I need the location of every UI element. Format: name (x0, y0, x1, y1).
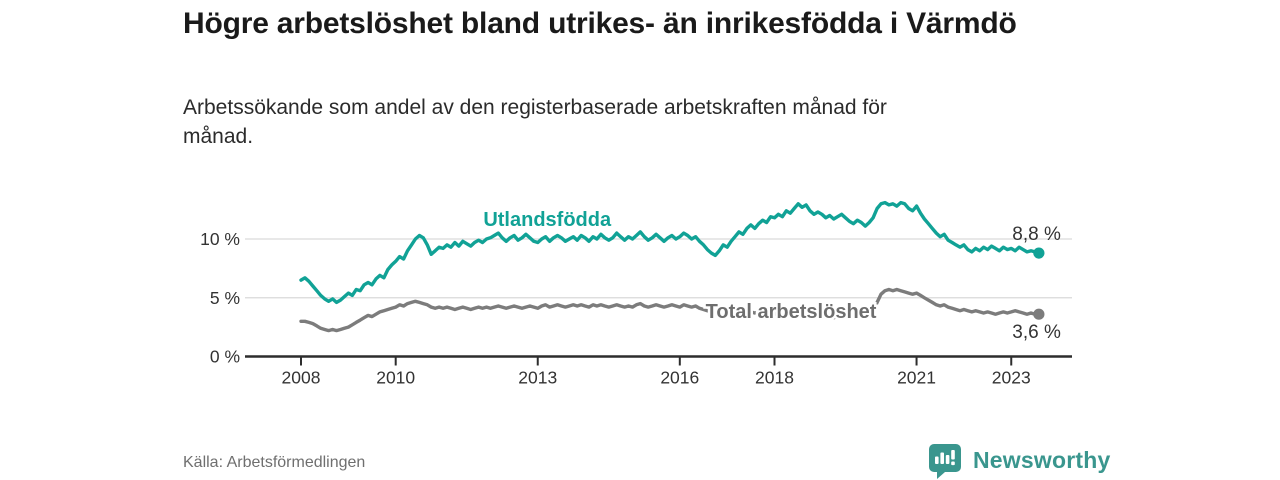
x-tick-label: 2016 (660, 368, 699, 388)
y-tick-label: 10 % (200, 229, 240, 249)
x-tick-label: 2010 (376, 368, 415, 388)
page-subtitle: Arbetssökande som andel av den registerb… (183, 96, 887, 148)
series-label-0: Utlandsfödda (483, 209, 612, 231)
series-end-value-1: 3,6 % (1012, 322, 1061, 343)
x-tick-label: 2021 (897, 368, 936, 388)
x-tick-label: 2008 (282, 368, 321, 388)
series-end-dot-0 (1033, 247, 1045, 259)
source-note: Källa: Arbetsförmedlingen (183, 454, 366, 471)
x-tick-label: 2023 (992, 368, 1031, 388)
y-tick-label: 0 % (210, 347, 240, 367)
y-tick-label: 5 % (210, 288, 240, 308)
x-tick-label: 2013 (518, 368, 557, 388)
series-label-1: Total arbetslöshet (706, 301, 877, 323)
series-line-1 (299, 287, 1041, 333)
speech-bubble-bar-chart-icon (929, 444, 961, 479)
brand-name: Newsworthy (973, 446, 1111, 473)
series-line-0 (299, 200, 1041, 305)
series-end-dot-1 (1033, 308, 1045, 320)
x-tick-label: 2018 (755, 368, 794, 388)
page-title: Högre arbetslöshet bland utrikes- än inr… (183, 7, 1017, 40)
newsworthy-logo: Newsworthy (926, 440, 1110, 480)
series-end-value-0: 8,8 % (1012, 224, 1061, 245)
